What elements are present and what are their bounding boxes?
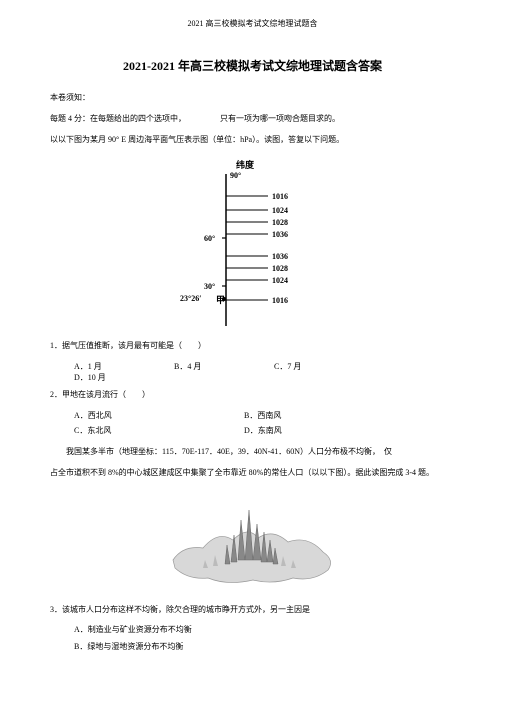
p-0: 1016 — [272, 192, 288, 201]
q3-stem: 3．该城市人口分布这样不均衡，除欠合理的城市睁开方式外，另一主因是 — [50, 604, 455, 617]
lat-30: 30° — [204, 282, 215, 291]
tropic: 23°26′ — [180, 294, 201, 303]
intro-2b: 只有一项为哪一项吻合题目求的。 — [220, 114, 340, 123]
figure-pressure: 纬度 90° 60° 30° 23°26′ 甲 1016 1024 1028 1… — [50, 156, 455, 326]
page: 2021 高三校模拟考试文综地理试题含 2021-2021 年高三校模拟考试文综… — [0, 0, 505, 714]
q3-a: A．制造业与矿业资源分布不均衡 — [74, 624, 455, 635]
q2-options: A．西北风 B．西南风 C．东北风 D．东南风 — [74, 410, 455, 440]
p-1: 1024 — [272, 206, 288, 215]
figure-city — [50, 490, 455, 590]
q1-stem: 1．据气压值推断，该月最有可能是（ ） — [50, 340, 455, 353]
p-7: 1016 — [272, 296, 288, 305]
q2-b: B．西南风 — [244, 410, 414, 421]
p-2: 1028 — [272, 218, 288, 227]
intro-2a: 每题 4 分：在每题给出的四个选项中， — [50, 114, 186, 123]
lat-90: 90° — [230, 171, 241, 180]
p-4: 1036 — [272, 252, 288, 261]
para-1: 我国某多半市（地理坐标：115．70E-117．40E，39．40N-41．60… — [50, 446, 455, 459]
q2-c: C．东北风 — [74, 425, 244, 436]
p-5: 1028 — [272, 264, 288, 273]
q3-b: B．绿地与湿地资源分布不均衡 — [74, 641, 455, 652]
lat-60: 60° — [204, 234, 215, 243]
intro-2: 每题 4 分：在每题给出的四个选项中， 只有一项为哪一项吻合题目求的。 — [50, 113, 455, 126]
p-3: 1036 — [272, 230, 288, 239]
q1-b: B．4 月 — [174, 361, 234, 372]
q1-d: D．10 月 — [74, 372, 134, 383]
q2-stem: 2．甲地在该月流行（ ） — [50, 389, 455, 402]
page-header: 2021 高三校模拟考试文综地理试题含 — [50, 18, 455, 29]
p-6: 1024 — [272, 276, 288, 285]
intro-1: 本卷须知： — [50, 92, 455, 105]
q2-a: A．西北风 — [74, 410, 244, 421]
para-2: 占全市道积不到 8%的中心城区建成区中集聚了全市靠近 80%的常住人口（以以下图… — [50, 467, 455, 480]
doc-title: 2021-2021 年高三校模拟考试文综地理试题含答案 — [50, 57, 455, 74]
intro-3: 以以下图为某月 90° E 周边海平面气压表示图（单位：hPa）。读图，答复以下… — [50, 134, 455, 147]
q1-options: A．1 月 B．4 月 C．7 月 D．10 月 — [74, 361, 455, 383]
q2-d: D．东南风 — [244, 425, 414, 436]
q1-c: C．7 月 — [274, 361, 334, 372]
q1-a: A．1 月 — [74, 361, 134, 372]
lat-label: 纬度 — [236, 159, 255, 170]
